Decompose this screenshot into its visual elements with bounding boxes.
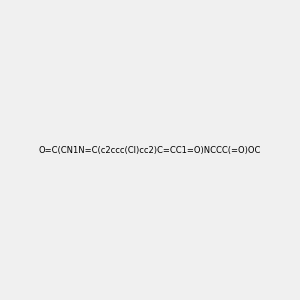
Text: O=C(CN1N=C(c2ccc(Cl)cc2)C=CC1=O)NCCC(=O)OC: O=C(CN1N=C(c2ccc(Cl)cc2)C=CC1=O)NCCC(=O)…	[39, 146, 261, 154]
